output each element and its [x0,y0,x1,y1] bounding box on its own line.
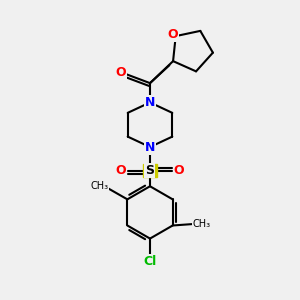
Text: O: O [167,28,178,41]
Text: O: O [173,164,184,177]
Text: O: O [116,66,126,79]
Text: CH₃: CH₃ [193,219,211,229]
Bar [143,164,157,177]
Text: N: N [145,140,155,154]
Text: Cl: Cl [143,255,157,268]
Text: S: S [146,164,154,177]
Text: O: O [116,164,127,177]
Text: N: N [145,96,155,109]
Text: CH₃: CH₃ [90,181,108,191]
